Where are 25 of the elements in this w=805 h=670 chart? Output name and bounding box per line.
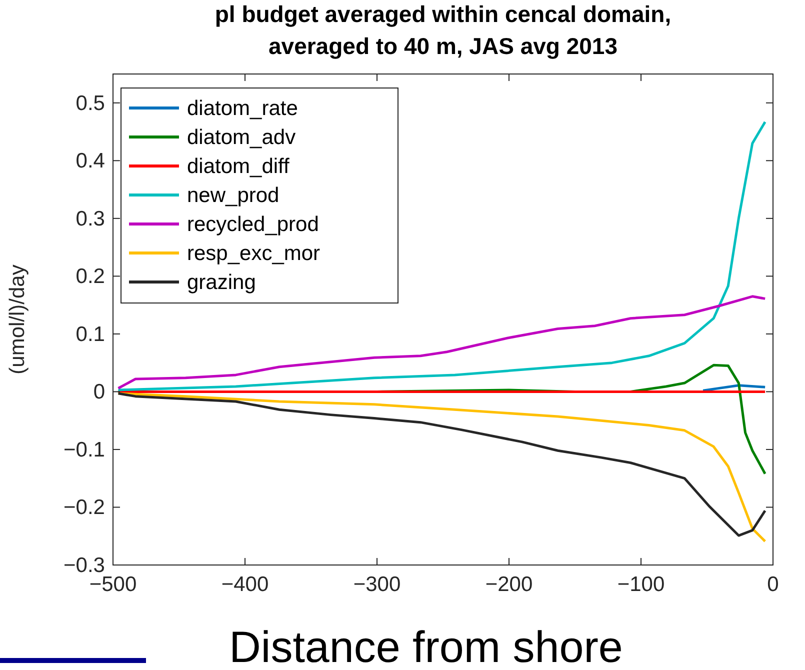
x-tick-label: −300 [353,573,401,596]
legend-label: new_prod [187,184,280,207]
line-series [117,295,766,390]
legend-label: diatom_diff [187,155,290,178]
x-tick-label: 0 [767,573,779,596]
x-tick-label: −400 [221,573,269,596]
y-axis-title: (umol/l)/day [6,264,29,374]
y-tick-label: 0.4 [76,150,106,173]
x-tick-label: −200 [485,573,533,596]
x-tick-label: −100 [617,573,665,596]
y-tick-label: 0 [93,380,105,404]
line-series [117,120,766,392]
chart-title: pl budget averaged within cencal domain, averaged to 40 m, JAS avg 2013 [214,1,672,59]
x-axis-title: Distance from shore [229,623,623,670]
legend-label: grazing [187,271,256,294]
legend-label: diatom_adv [187,126,296,149]
y-tick-label: 0.3 [76,207,105,230]
y-tick-label: −0.2 [64,496,105,520]
legend-label: recycled_prod [187,213,319,236]
y-tick-label: 0.2 [76,265,105,288]
y-tick-label: 0.5 [76,92,105,115]
y-tick-label: 0.1 [76,322,105,346]
y-tick-label: −0.1 [64,438,105,462]
legend-label: diatom_rate [187,97,298,120]
legend-label: resp_exc_mor [187,242,320,265]
